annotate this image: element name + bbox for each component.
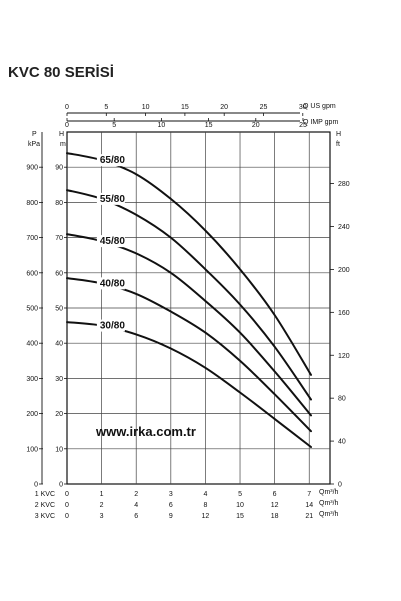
y-tick-feet: 120 (338, 353, 350, 360)
y-tick-feet: 240 (338, 224, 350, 231)
x-row-unit: Qm³/h (319, 489, 339, 496)
x-tick: 2 (100, 502, 104, 509)
y-tick-pressure: 800 (26, 200, 38, 207)
x-tick: 3 (100, 513, 104, 520)
y-tick-pressure: 900 (26, 165, 38, 172)
x-tick: 0 (65, 502, 69, 509)
x-tick: 0 (65, 513, 69, 520)
y-tick-head: 30 (55, 376, 63, 383)
y-tick-head: 40 (55, 341, 63, 348)
top-tick-imp-gpm: 5 (112, 122, 116, 129)
y-tick-head: 20 (55, 411, 63, 418)
x-tick: 6 (169, 502, 173, 509)
top-tick-us-gpm: 0 (65, 104, 69, 111)
page-title: KVC 80 SERİSİ (8, 64, 114, 81)
top-tick-us-gpm: 5 (104, 104, 108, 111)
series-label-background (96, 154, 125, 167)
watermark: www.irka.com.tr (95, 424, 196, 439)
y-tick-pressure: 200 (26, 411, 38, 418)
x-tick: 4 (134, 502, 138, 509)
feet-unit-symbol: H (336, 131, 341, 138)
y-tick-pressure: 400 (26, 341, 38, 348)
series-label: 45/80 (100, 236, 125, 247)
y-tick-head: 80 (55, 200, 63, 207)
us-gpm-unit: Q US gpm (303, 103, 336, 110)
y-tick-head: 10 (55, 446, 63, 453)
y-tick-head: 60 (55, 270, 63, 277)
x-row-unit: Qm³/h (319, 511, 339, 518)
grid (67, 132, 330, 484)
x-tick: 3 (169, 491, 173, 498)
top-tick-us-gpm: 25 (260, 104, 268, 111)
series-label: 55/80 (100, 194, 125, 205)
pressure-unit: kPa (28, 141, 40, 148)
top-tick-us-gpm: 10 (142, 104, 150, 111)
x-tick: 5 (238, 491, 242, 498)
y-tick-head: 90 (55, 165, 63, 172)
x-tick: 0 (65, 491, 69, 498)
axes: 0102030405060708090010020030040050060070… (26, 103, 349, 520)
y-tick-pressure: 100 (26, 446, 38, 453)
x-tick: 12 (271, 502, 279, 509)
series-label: 65/80 (100, 155, 125, 166)
y-tick-pressure: 600 (26, 270, 38, 277)
x-tick: 6 (134, 513, 138, 520)
top-tick-imp-gpm: 0 (65, 122, 69, 129)
y-tick-head: 70 (55, 235, 63, 242)
y-tick-head: 0 (59, 482, 63, 489)
y-tick-feet: 160 (338, 310, 350, 317)
x-tick: 2 (134, 491, 138, 498)
x-tick: 6 (273, 491, 277, 498)
y-tick-feet: 40 (338, 439, 346, 446)
x-tick: 12 (202, 513, 210, 520)
x-tick: 1 (100, 491, 104, 498)
top-tick-us-gpm: 30 (299, 104, 307, 111)
x-row-label: 2 KVC (35, 502, 55, 509)
top-tick-imp-gpm: 15 (205, 122, 213, 129)
x-tick: 8 (203, 502, 207, 509)
series-label: 40/80 (100, 278, 125, 289)
x-tick: 14 (305, 502, 313, 509)
y-tick-feet: 0 (338, 482, 342, 489)
top-tick-imp-gpm: 20 (252, 122, 260, 129)
top-tick-imp-gpm: 10 (157, 122, 165, 129)
series-label-background (96, 235, 125, 248)
top-tick-imp-gpm: 25 (299, 122, 307, 129)
series-label-background (96, 319, 125, 332)
y-tick-feet: 280 (338, 181, 350, 188)
x-tick: 9 (169, 513, 173, 520)
x-tick: 21 (305, 513, 313, 520)
series-layer: 65/80 55/80 45/80 40/80 30/80 (66, 152, 312, 448)
series-label-background (96, 192, 125, 205)
pressure-unit-symbol: P (32, 131, 37, 138)
y-tick-feet: 200 (338, 267, 350, 274)
y-tick-pressure: 300 (26, 376, 38, 383)
x-tick: 15 (236, 513, 244, 520)
x-row-label: 3 KVC (35, 513, 55, 520)
y-tick-pressure: 500 (26, 306, 38, 313)
feet-unit: ft (336, 141, 340, 148)
x-row-label: 1 KVC (35, 491, 55, 498)
series-label-background (96, 277, 125, 290)
series-label: 30/80 (100, 321, 125, 332)
x-tick: 10 (236, 502, 244, 509)
x-tick: 7 (307, 491, 311, 498)
y-tick-pressure: 0 (34, 482, 38, 489)
imp-gpm-unit: Q IMP gpm (303, 119, 338, 126)
x-row-unit: Qm³/h (319, 500, 339, 507)
head-unit: m (60, 141, 66, 148)
y-tick-head: 50 (55, 306, 63, 313)
x-tick: 18 (271, 513, 279, 520)
y-tick-feet: 80 (338, 396, 346, 403)
y-tick-pressure: 700 (26, 235, 38, 242)
top-tick-us-gpm: 15 (181, 104, 189, 111)
x-tick: 4 (203, 491, 207, 498)
head-unit-symbol: H (59, 131, 64, 138)
top-tick-us-gpm: 20 (220, 104, 228, 111)
